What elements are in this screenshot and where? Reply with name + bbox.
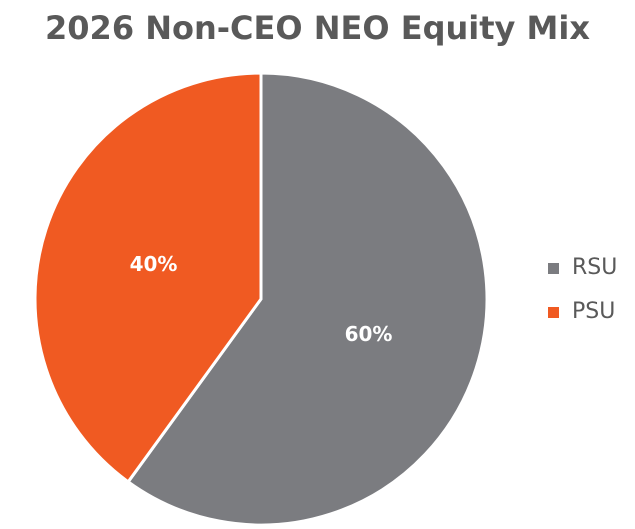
data-label-psu: 40%	[130, 252, 178, 276]
chart-title: 2026 Non-CEO NEO Equity Mix	[45, 9, 590, 47]
legend: RSU PSU	[548, 254, 617, 342]
data-label-rsu: 60%	[345, 322, 393, 346]
legend-swatch-psu	[548, 306, 559, 318]
legend-swatch-rsu	[548, 262, 559, 274]
legend-item-psu: PSU	[548, 298, 617, 326]
legend-item-rsu: RSU	[548, 254, 617, 282]
pie-slice-rsu	[126, 71, 489, 527]
pie-slice-psu	[33, 71, 263, 484]
legend-label-rsu: RSU	[572, 255, 618, 280]
legend-label-psu: PSU	[572, 299, 616, 324]
